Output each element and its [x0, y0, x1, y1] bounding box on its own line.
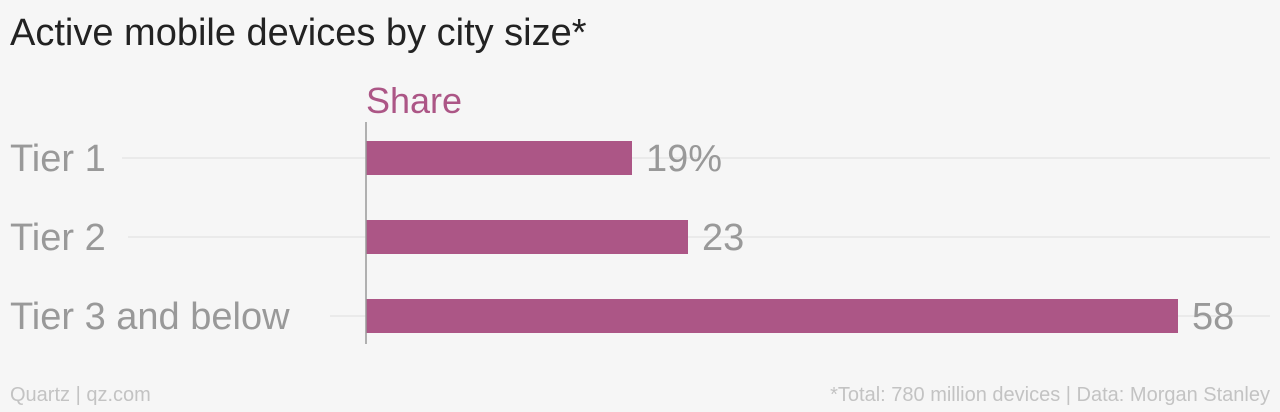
value-label: 58 [1192, 296, 1234, 338]
value-label: 19% [646, 138, 722, 180]
chart-title: Active mobile devices by city size* [10, 12, 587, 54]
bar [366, 299, 1178, 333]
category-labels: Tier 1 Tier 2 Tier 3 and below [10, 138, 290, 338]
series-label: Share [366, 80, 462, 121]
category-label: Tier 2 [10, 217, 106, 259]
value-label: 23 [702, 217, 744, 259]
bar [366, 220, 688, 254]
category-label: Tier 1 [10, 138, 106, 180]
value-labels: 19% 23 58 [646, 138, 1234, 338]
bar [366, 141, 632, 175]
footer-source-left: Quartz | qz.com [10, 384, 151, 406]
footer-source-right: *Total: 780 million devices | Data: Morg… [830, 384, 1270, 406]
bars [366, 141, 1178, 333]
category-label: Tier 3 and below [10, 296, 290, 338]
gridlines [122, 157, 1270, 317]
